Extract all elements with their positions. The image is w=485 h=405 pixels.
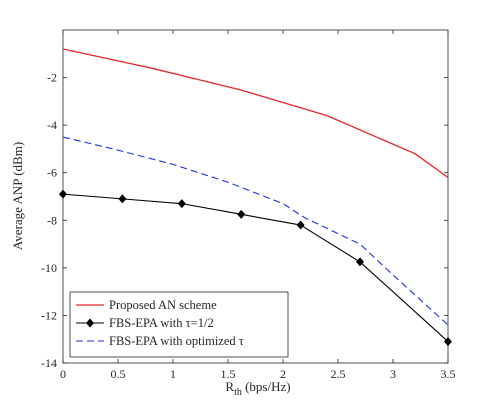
y-tick-label: -14 [41,356,57,370]
x-tick-label: 1.5 [221,367,236,381]
x-axis-label-unit: (bps/Hz) [242,379,291,394]
x-axis-label: Rth (bps/Hz) [225,379,290,398]
x-tick-label: 2.5 [331,367,346,381]
legend-label-proposed: Proposed AN scheme [109,298,217,312]
legend-marker-fbs-epa-half [86,318,94,328]
x-tick-label: 2 [280,367,286,381]
series-marker-1 [237,209,246,219]
ticks-layer: 0 0.5 1 1.5 2 2.5 3 3.5 -14 -12 -10 -8 -6 -4 -2 [41,30,456,381]
y-tick-label: -8 [47,213,57,227]
legend-box [69,291,289,358]
series-marker-1 [118,194,127,204]
series-line-0 [62,48,449,178]
series-marker-1 [59,189,67,199]
y-tick-label: -10 [41,261,57,275]
y-tick-label: -4 [47,118,57,132]
x-tick-label: 0.5 [111,367,126,381]
x-tick-label: 0 [60,367,66,381]
series-layer [59,48,452,347]
y-axis-label: Average ANP (dBm) [10,142,25,250]
series-marker-1 [296,220,305,230]
series-marker-1 [444,337,452,347]
series-marker-1 [356,257,364,267]
x-tick-label: 3.5 [441,367,456,381]
y-tick-label: -12 [41,308,57,322]
legend: Proposed AN scheme FBS-EPA with τ=1/2 FB… [69,291,289,358]
x-tick-label: 3 [390,367,396,381]
legend-label-fbs-epa-half: FBS-EPA with τ=1/2 [109,316,214,330]
x-tick-label: 1 [170,367,176,381]
y-tick-label: -6 [47,166,57,180]
legend-label-fbs-epa-optimized: FBS-EPA with optimized τ [109,334,244,348]
series-marker-1 [177,199,186,209]
y-tick-label: -2 [47,71,57,85]
series-line-2 [62,136,449,326]
x-axis-label-subscript: th [234,387,242,398]
x-axis-label-main: R [225,379,234,394]
